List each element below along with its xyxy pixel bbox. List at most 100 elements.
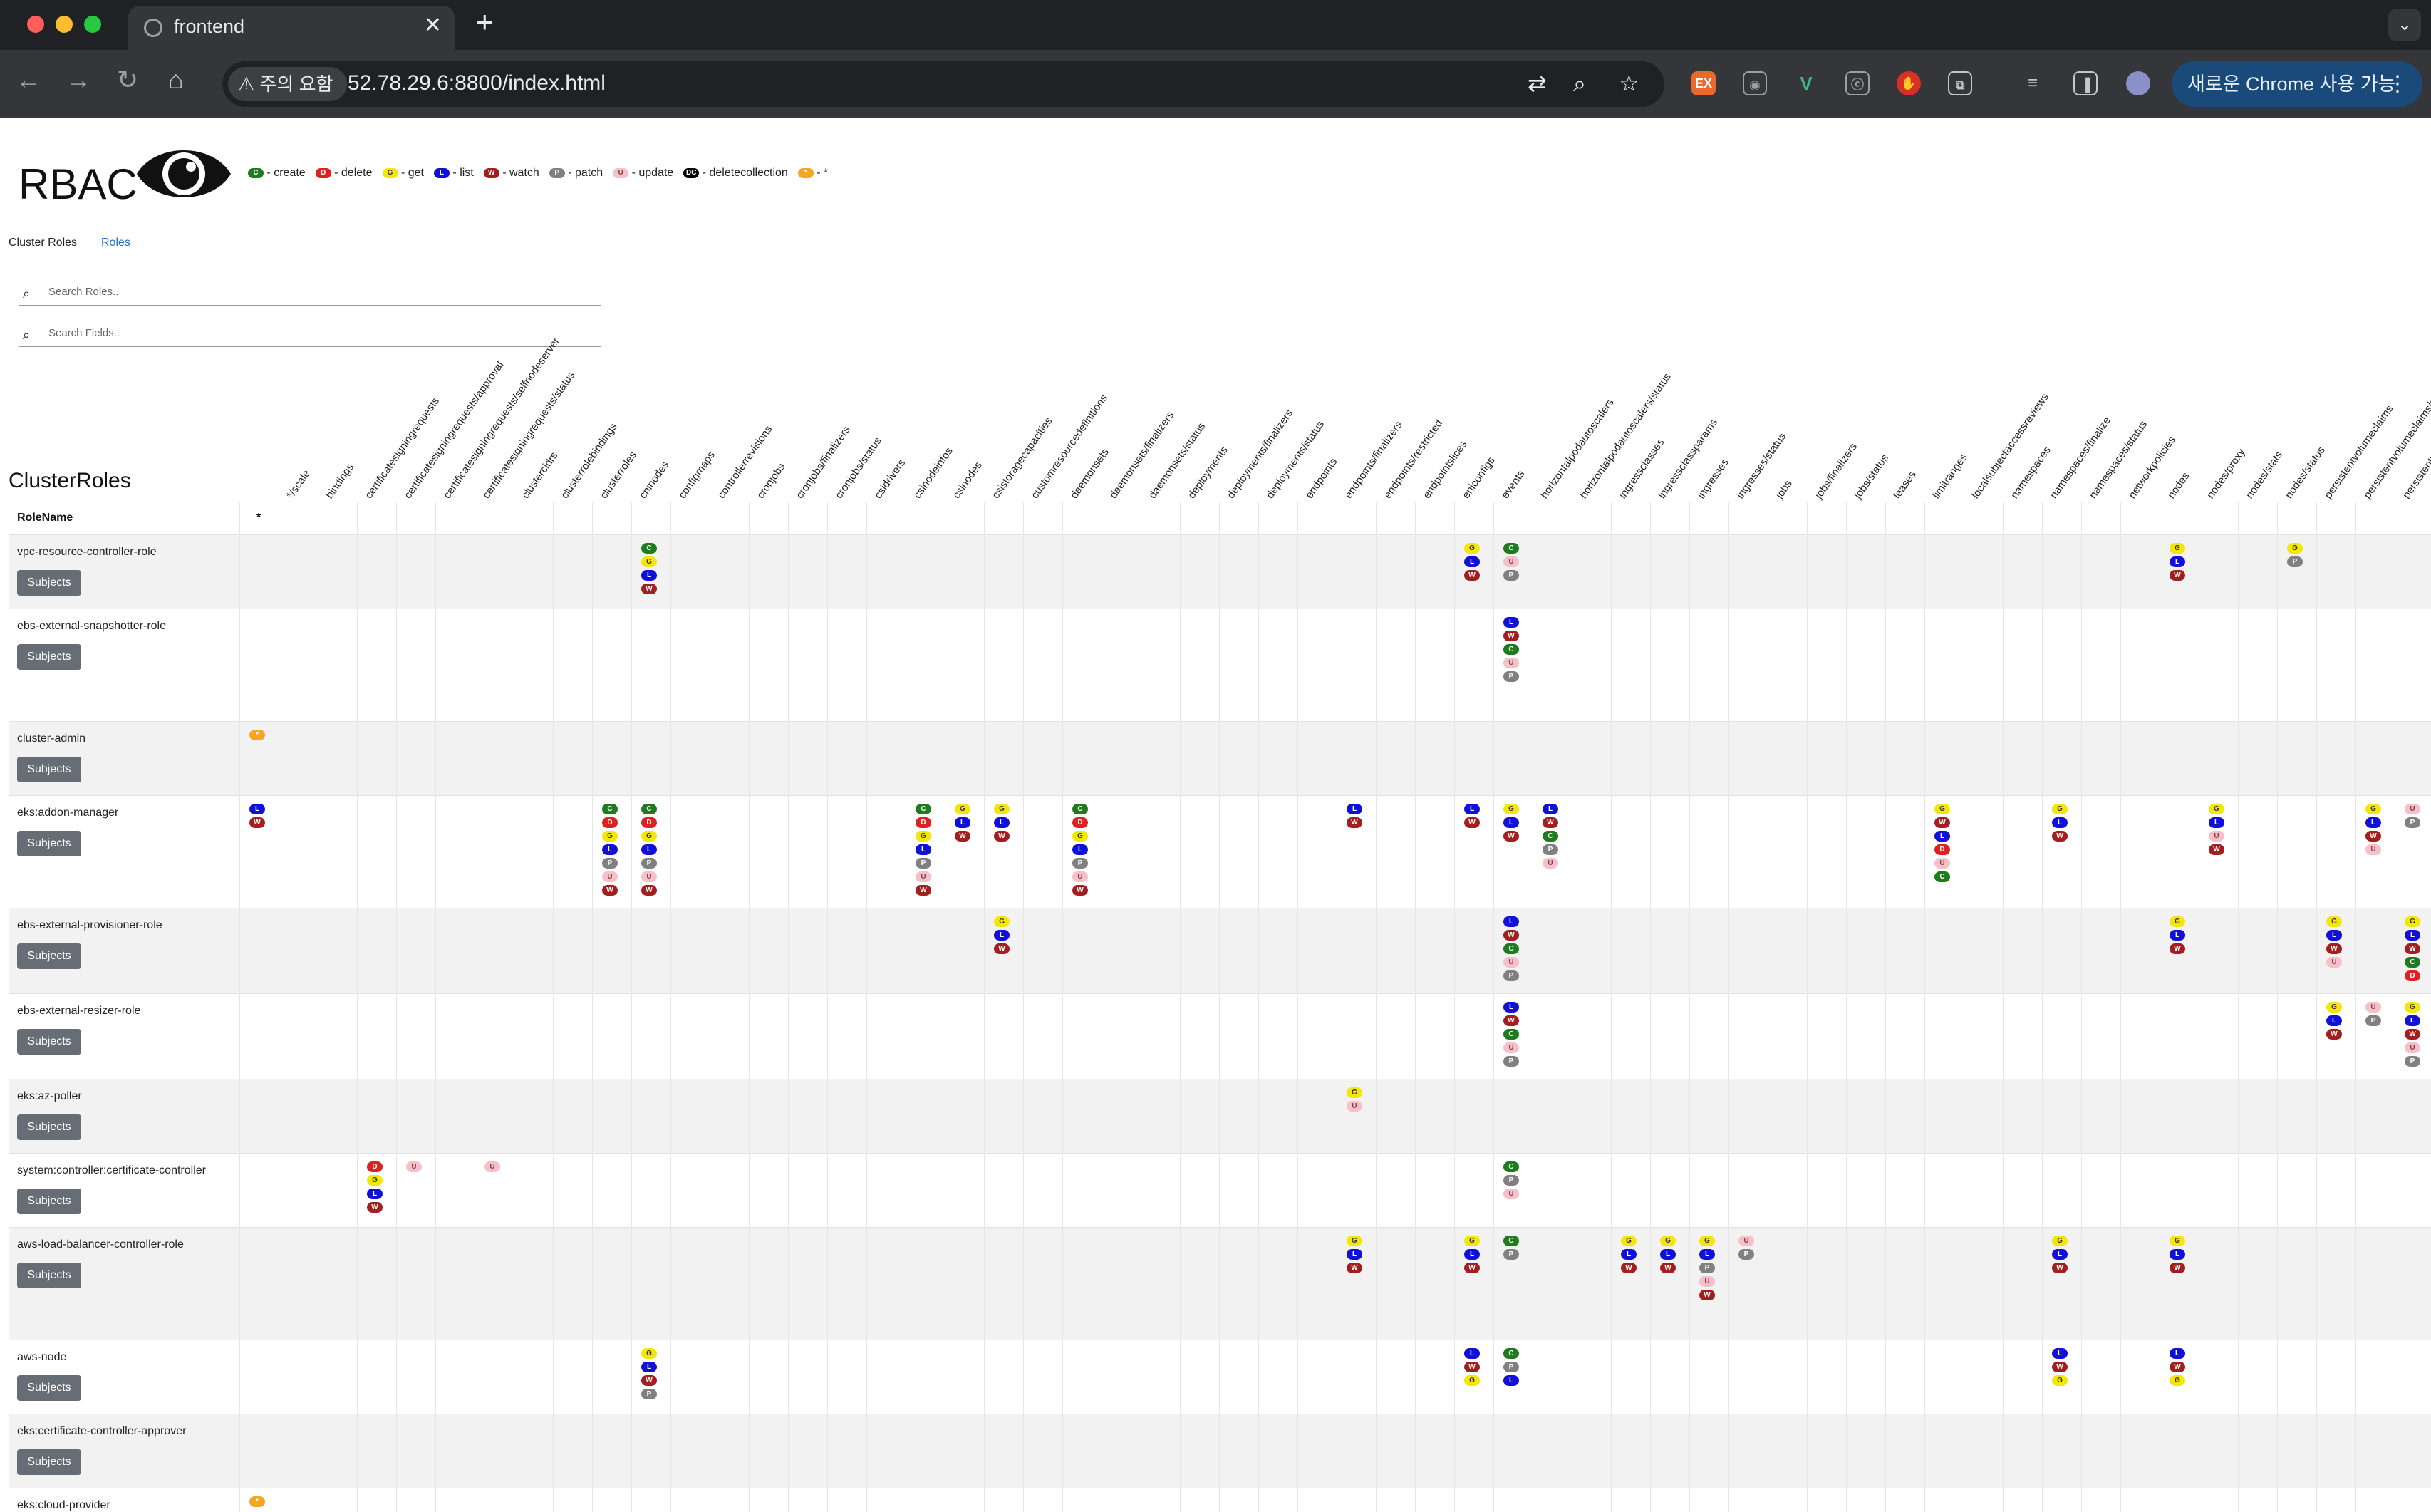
permission-badge: D xyxy=(1934,844,1950,855)
profile-avatar[interactable] xyxy=(2126,71,2150,95)
search-roles-input[interactable] xyxy=(47,285,591,299)
permission-badge: G xyxy=(2405,916,2420,927)
tab-close-icon[interactable]: ✕ xyxy=(423,14,442,37)
subjects-button[interactable]: Subjects xyxy=(17,1189,81,1214)
permission-badge: G xyxy=(1347,1087,1362,1098)
column-divider xyxy=(827,502,828,1512)
back-icon[interactable]: ← xyxy=(16,65,41,94)
search-fields-input[interactable] xyxy=(47,326,591,340)
permission-badge: G xyxy=(1621,1236,1637,1246)
zoom-icon[interactable]: ⌕ xyxy=(1573,71,1586,96)
subjects-button[interactable]: Subjects xyxy=(17,757,81,782)
subjects-button[interactable]: Subjects xyxy=(17,1375,81,1401)
permission-badge: L xyxy=(2170,1249,2185,1260)
permission-badge: C xyxy=(1503,1029,1519,1040)
subjects-button[interactable]: Subjects xyxy=(17,644,81,670)
browser-tab[interactable]: frontend ✕ xyxy=(128,6,455,50)
security-chip[interactable]: ⚠ 주의 요함 xyxy=(228,67,348,101)
tab-cluster-roles[interactable]: Cluster Roles xyxy=(9,237,78,249)
eye-logo-icon xyxy=(137,150,231,197)
subjects-button[interactable]: Subjects xyxy=(17,1114,81,1140)
legend-item: D - delete xyxy=(315,167,373,180)
permission-badge: G xyxy=(641,1348,657,1359)
permission-badge: W xyxy=(2405,943,2420,954)
permission-badge: G xyxy=(2365,804,2381,814)
legend-item: U - update xyxy=(613,167,673,180)
permission-badge: W xyxy=(1699,1290,1715,1300)
permission-badge: P xyxy=(1072,858,1088,869)
permission-badge: U xyxy=(602,871,618,882)
role-name: ebs-external-resizer-role xyxy=(17,1005,141,1017)
bookmark-star-icon[interactable]: ☆ xyxy=(1619,71,1639,96)
new-tab-icon[interactable]: + xyxy=(476,5,494,38)
permission-badge: D xyxy=(1072,817,1088,828)
role-name: aws-load-balancer-controller-role xyxy=(17,1238,184,1250)
legend-label: - delete xyxy=(331,167,373,179)
column-header: deployments/finalizers xyxy=(1225,407,1296,501)
permission-badge: D xyxy=(641,817,657,828)
permission-badge: W xyxy=(2326,1029,2342,1040)
role-name: eks:certificate-controller-approver xyxy=(17,1425,187,1437)
blocker-icon[interactable]: ✋ xyxy=(1897,71,1921,95)
permission-badge: L xyxy=(2052,817,2068,828)
role-name: ebs-external-provisioner-role xyxy=(17,919,162,931)
legend-item: C - create xyxy=(248,167,306,180)
reload-icon[interactable]: ↻ xyxy=(117,65,139,94)
subjects-button[interactable]: Subjects xyxy=(17,943,81,969)
permission-badge: U xyxy=(1503,658,1519,668)
forward-icon[interactable]: → xyxy=(66,65,91,94)
row-divider xyxy=(9,1153,2431,1154)
column-header: namespaces xyxy=(2008,444,2053,501)
subjects-button[interactable]: Subjects xyxy=(17,1029,81,1055)
window-minimize-button[interactable] xyxy=(56,16,73,33)
window-close-button[interactable] xyxy=(27,16,44,33)
permission-badge: G xyxy=(1464,1236,1480,1246)
permission-badge: G xyxy=(994,916,1010,927)
tab-roles[interactable]: Roles xyxy=(101,237,130,249)
permission-badge: W xyxy=(249,817,265,828)
permission-badge: W xyxy=(1072,885,1088,896)
legend-label: - patch xyxy=(564,167,603,179)
column-header: daemonsets/finalizers xyxy=(1107,409,1177,501)
legend-label: - deletecollection xyxy=(699,167,788,179)
subjects-button[interactable]: Subjects xyxy=(17,570,81,596)
column-divider xyxy=(1493,502,1494,1512)
subjects-button[interactable]: Subjects xyxy=(17,1449,81,1475)
permission-badge: L xyxy=(367,1189,383,1199)
puzzle-extensions-icon[interactable]: ⧉ xyxy=(1948,71,1972,95)
media-queue-icon[interactable]: ≡ xyxy=(2027,73,2038,93)
extension-cb-icon[interactable]: ⓒ xyxy=(1845,71,1870,95)
globe-icon xyxy=(144,19,162,37)
extension-ex-icon[interactable]: EX xyxy=(1691,71,1716,95)
permission-badge: W xyxy=(2365,831,2381,842)
kebab-menu-icon[interactable]: ⋮ xyxy=(2387,72,2408,95)
vue-devtools-icon[interactable]: V xyxy=(1800,73,1813,94)
side-panel-icon[interactable]: ▐ xyxy=(2073,71,2098,95)
permission-badge: C xyxy=(1503,644,1519,655)
legend-item: * - * xyxy=(797,167,828,180)
permission-badge: C xyxy=(1543,831,1558,842)
permission-badge: U xyxy=(2365,1002,2381,1013)
column-divider xyxy=(1807,502,1808,1512)
permission-badge: L xyxy=(1543,804,1558,814)
home-icon[interactable]: ⌂ xyxy=(168,65,184,94)
legend-label: - watch xyxy=(499,167,539,179)
permission-badge: L xyxy=(2052,1348,2068,1359)
url-text[interactable]: 52.78.29.6:8800/index.html xyxy=(348,71,606,95)
column-divider xyxy=(553,502,554,1512)
translate-icon[interactable]: ⇄ xyxy=(1528,71,1547,96)
permission-badge: L xyxy=(641,1362,657,1372)
subjects-button[interactable]: Subjects xyxy=(17,831,81,856)
chrome-update-button[interactable]: 새로운 Chrome 사용 가능 ⋮ xyxy=(2172,61,2422,107)
camera-icon[interactable]: ◉ xyxy=(1743,71,1767,95)
permission-badge: G xyxy=(367,1175,383,1186)
permission-badge: P xyxy=(641,1389,657,1399)
permission-badge: P xyxy=(1738,1249,1754,1260)
column-header: cronjobs xyxy=(755,460,788,501)
window-zoom-button[interactable] xyxy=(84,16,101,33)
tab-search-icon[interactable]: ⌄ xyxy=(2388,9,2421,41)
address-bar[interactable]: ⚠ 주의 요함 52.78.29.6:8800/index.html ⇄ ⌕ ☆ xyxy=(222,61,1664,107)
permission-badge: W xyxy=(1503,631,1519,641)
subjects-button[interactable]: Subjects xyxy=(17,1263,81,1288)
permission-badge: G xyxy=(641,831,657,842)
